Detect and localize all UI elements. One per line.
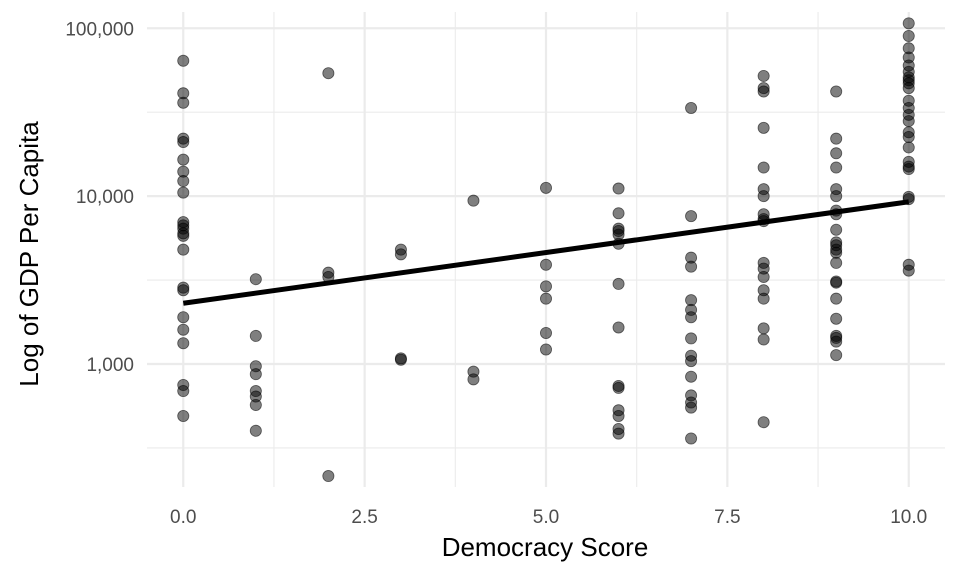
- gridlines: [147, 12, 945, 487]
- data-point: [177, 284, 190, 297]
- data-point: [902, 29, 915, 42]
- data-point: [612, 207, 625, 220]
- data-point: [830, 161, 843, 174]
- data-point: [249, 329, 262, 342]
- data-point: [177, 323, 190, 336]
- data-point: [177, 311, 190, 324]
- data-point: [757, 416, 770, 429]
- data-point: [757, 190, 770, 203]
- data-point: [757, 322, 770, 335]
- y-tick-label: 100,000: [65, 19, 134, 40]
- data-point: [540, 181, 553, 194]
- x-tick-label: 2.5: [351, 507, 377, 528]
- data-point: [467, 194, 480, 207]
- data-point: [540, 326, 553, 339]
- data-point: [249, 368, 262, 381]
- data-point: [685, 260, 698, 273]
- data-point: [177, 186, 190, 199]
- trend-line: [182, 199, 910, 306]
- data-point: [540, 343, 553, 356]
- data-point: [467, 373, 480, 386]
- data-point: [757, 333, 770, 346]
- data-point: [177, 175, 190, 188]
- data-point: [177, 96, 190, 109]
- data-point: [757, 292, 770, 305]
- data-point: [685, 401, 698, 414]
- data-point: [830, 292, 843, 305]
- data-point: [612, 182, 625, 195]
- data-point: [830, 312, 843, 325]
- x-tick-label: 7.5: [714, 507, 740, 528]
- data-point: [902, 264, 915, 277]
- data-point: [540, 258, 553, 271]
- data-point: [394, 353, 407, 366]
- data-point: [322, 470, 335, 483]
- data-point: [540, 292, 553, 305]
- data-point: [540, 280, 553, 293]
- data-point: [830, 246, 843, 259]
- x-axis-title: Democracy Score: [442, 532, 649, 562]
- data-point: [177, 136, 190, 149]
- data-point: [830, 349, 843, 362]
- data-point: [902, 131, 915, 144]
- data-point: [685, 355, 698, 368]
- data-point: [757, 69, 770, 82]
- data-point: [177, 229, 190, 242]
- data-point: [612, 321, 625, 334]
- data-point: [902, 163, 915, 176]
- data-point: [830, 190, 843, 203]
- data-point: [249, 424, 262, 437]
- data-point: [902, 17, 915, 30]
- data-point: [830, 85, 843, 98]
- data-point: [902, 141, 915, 154]
- data-point: [757, 270, 770, 283]
- data-point: [830, 256, 843, 269]
- data-point: [685, 332, 698, 345]
- tick-labels: 0.0 2.5 5.0 7.5 10.0 1,000 10,000 100,000: [65, 19, 927, 528]
- data-point: [249, 398, 262, 411]
- data-point: [830, 276, 843, 289]
- x-tick-label: 10.0: [890, 507, 927, 528]
- data-point: [177, 337, 190, 350]
- data-point: [757, 161, 770, 174]
- data-point: [177, 54, 190, 67]
- data-point: [830, 335, 843, 348]
- trend-line-group: [182, 199, 910, 306]
- data-point: [685, 101, 698, 114]
- data-point: [685, 210, 698, 223]
- data-point: [830, 223, 843, 236]
- data-point: [685, 432, 698, 445]
- data-points: [177, 17, 915, 483]
- data-point: [830, 132, 843, 145]
- data-point: [612, 381, 625, 394]
- data-point: [394, 248, 407, 261]
- data-point: [757, 85, 770, 98]
- data-point: [612, 277, 625, 290]
- x-tick-label: 0.0: [170, 507, 196, 528]
- data-point: [830, 147, 843, 160]
- data-point: [902, 82, 915, 95]
- data-point: [177, 243, 190, 256]
- data-point: [685, 370, 698, 383]
- data-point: [612, 409, 625, 422]
- data-point: [757, 121, 770, 134]
- data-point: [177, 385, 190, 398]
- y-axis-title: Log of GDP Per Capita: [14, 121, 44, 387]
- data-point: [322, 67, 335, 80]
- y-tick-label: 1,000: [86, 355, 134, 376]
- data-point: [685, 311, 698, 324]
- y-tick-label: 10,000: [76, 187, 134, 208]
- data-point: [249, 273, 262, 286]
- data-point: [177, 153, 190, 166]
- data-point: [177, 409, 190, 422]
- x-tick-label: 5.0: [533, 507, 559, 528]
- data-point: [902, 115, 915, 128]
- data-point: [612, 427, 625, 440]
